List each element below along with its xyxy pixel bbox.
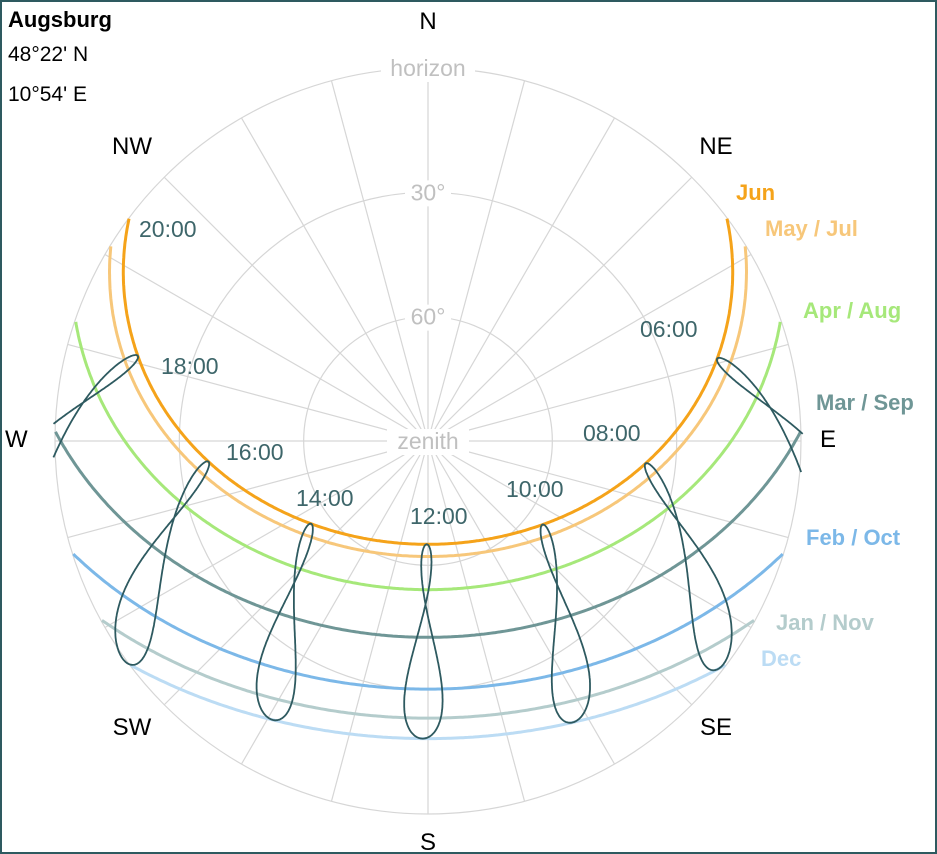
- radial-line-255: [67, 440, 429, 539]
- hour-label-1400: 14:00: [296, 485, 354, 511]
- radial-line-45: [427, 176, 693, 442]
- radial-line-330: [240, 117, 429, 442]
- ring-label-horizon: horizon: [390, 55, 465, 81]
- compass-label-e: E: [820, 426, 836, 453]
- hour-label-0800: 08:00: [583, 420, 641, 446]
- ring-label-zenith: zenith: [397, 428, 458, 454]
- radial-line-210: [240, 440, 429, 765]
- compass-label-n: N: [419, 8, 436, 35]
- hour-label-2000: 20:00: [139, 216, 197, 242]
- legend-jun: Jun: [736, 180, 775, 205]
- location-longitude: 10°54' E: [8, 83, 87, 106]
- compass-label-ne: NE: [699, 133, 732, 160]
- radial-line-300: [104, 253, 429, 442]
- hour-label-1600: 16:00: [226, 439, 284, 465]
- analemma-1000: [539, 523, 591, 724]
- hour-label-1000: 10:00: [506, 476, 564, 502]
- ring-label-60: 60°: [411, 304, 446, 330]
- radial-line-225: [163, 440, 429, 706]
- ring-label-background: [387, 429, 469, 455]
- legend-mar-sep: Mar / Sep: [816, 390, 914, 415]
- analemma-1600: [114, 460, 211, 666]
- hour-label-1800: 18:00: [161, 353, 219, 379]
- radial-line-135: [427, 440, 693, 706]
- analemma-1200: [403, 543, 444, 740]
- compass-label-se: SE: [700, 714, 732, 741]
- location-latitude: 48°22' N: [8, 43, 88, 66]
- compass-label-nw: NW: [112, 133, 152, 160]
- analemma-1400: [255, 522, 314, 722]
- hour-label-0600: 06:00: [640, 316, 698, 342]
- sun-path-dec: [129, 663, 727, 741]
- radial-line-195: [330, 440, 429, 802]
- hour-label-1200: 12:00: [410, 503, 468, 529]
- legend-jan-nov: Jan / Nov: [776, 610, 875, 635]
- radial-line-150: [427, 440, 616, 765]
- analemma-0800: [643, 462, 733, 672]
- sun-path-feb-oct: [72, 552, 784, 691]
- compass-label-s: S: [420, 829, 436, 854]
- legend-apr-aug: Apr / Aug: [803, 298, 901, 323]
- radial-line-120: [427, 440, 752, 629]
- radial-line-345: [330, 80, 429, 442]
- sun-path-jan-nov: [101, 619, 755, 720]
- radial-line-60: [427, 253, 752, 442]
- sun-path-mar-sep: [54, 431, 802, 639]
- radial-line-30: [427, 117, 616, 442]
- radial-line-315: [163, 176, 429, 442]
- legend-feb-oct: Feb / Oct: [806, 525, 901, 550]
- sun-path-may-jul: [108, 246, 748, 558]
- ring-label-background: [381, 56, 475, 82]
- ring-label-background: [405, 180, 451, 207]
- ring-label-background: [405, 304, 451, 331]
- legend-dec: Dec: [761, 646, 801, 671]
- compass-label-sw: SW: [113, 714, 152, 741]
- legend-may-jul: May / Jul: [765, 216, 858, 241]
- radial-line-105: [427, 440, 789, 539]
- ring-label-30: 30°: [411, 179, 446, 205]
- radial-line-285: [67, 343, 429, 442]
- compass-label-w: W: [5, 426, 28, 453]
- analemma-1800: [52, 354, 139, 458]
- analemma-0600: [716, 356, 804, 473]
- radial-line-165: [427, 440, 526, 802]
- hour-analemmas: [52, 354, 804, 740]
- chart-labels: horizon 30° 60° zenith N NE E SE S SW W …: [5, 7, 914, 854]
- radial-line-15: [427, 80, 526, 442]
- location-name: Augsburg: [8, 7, 112, 32]
- radial-line-240: [104, 440, 429, 629]
